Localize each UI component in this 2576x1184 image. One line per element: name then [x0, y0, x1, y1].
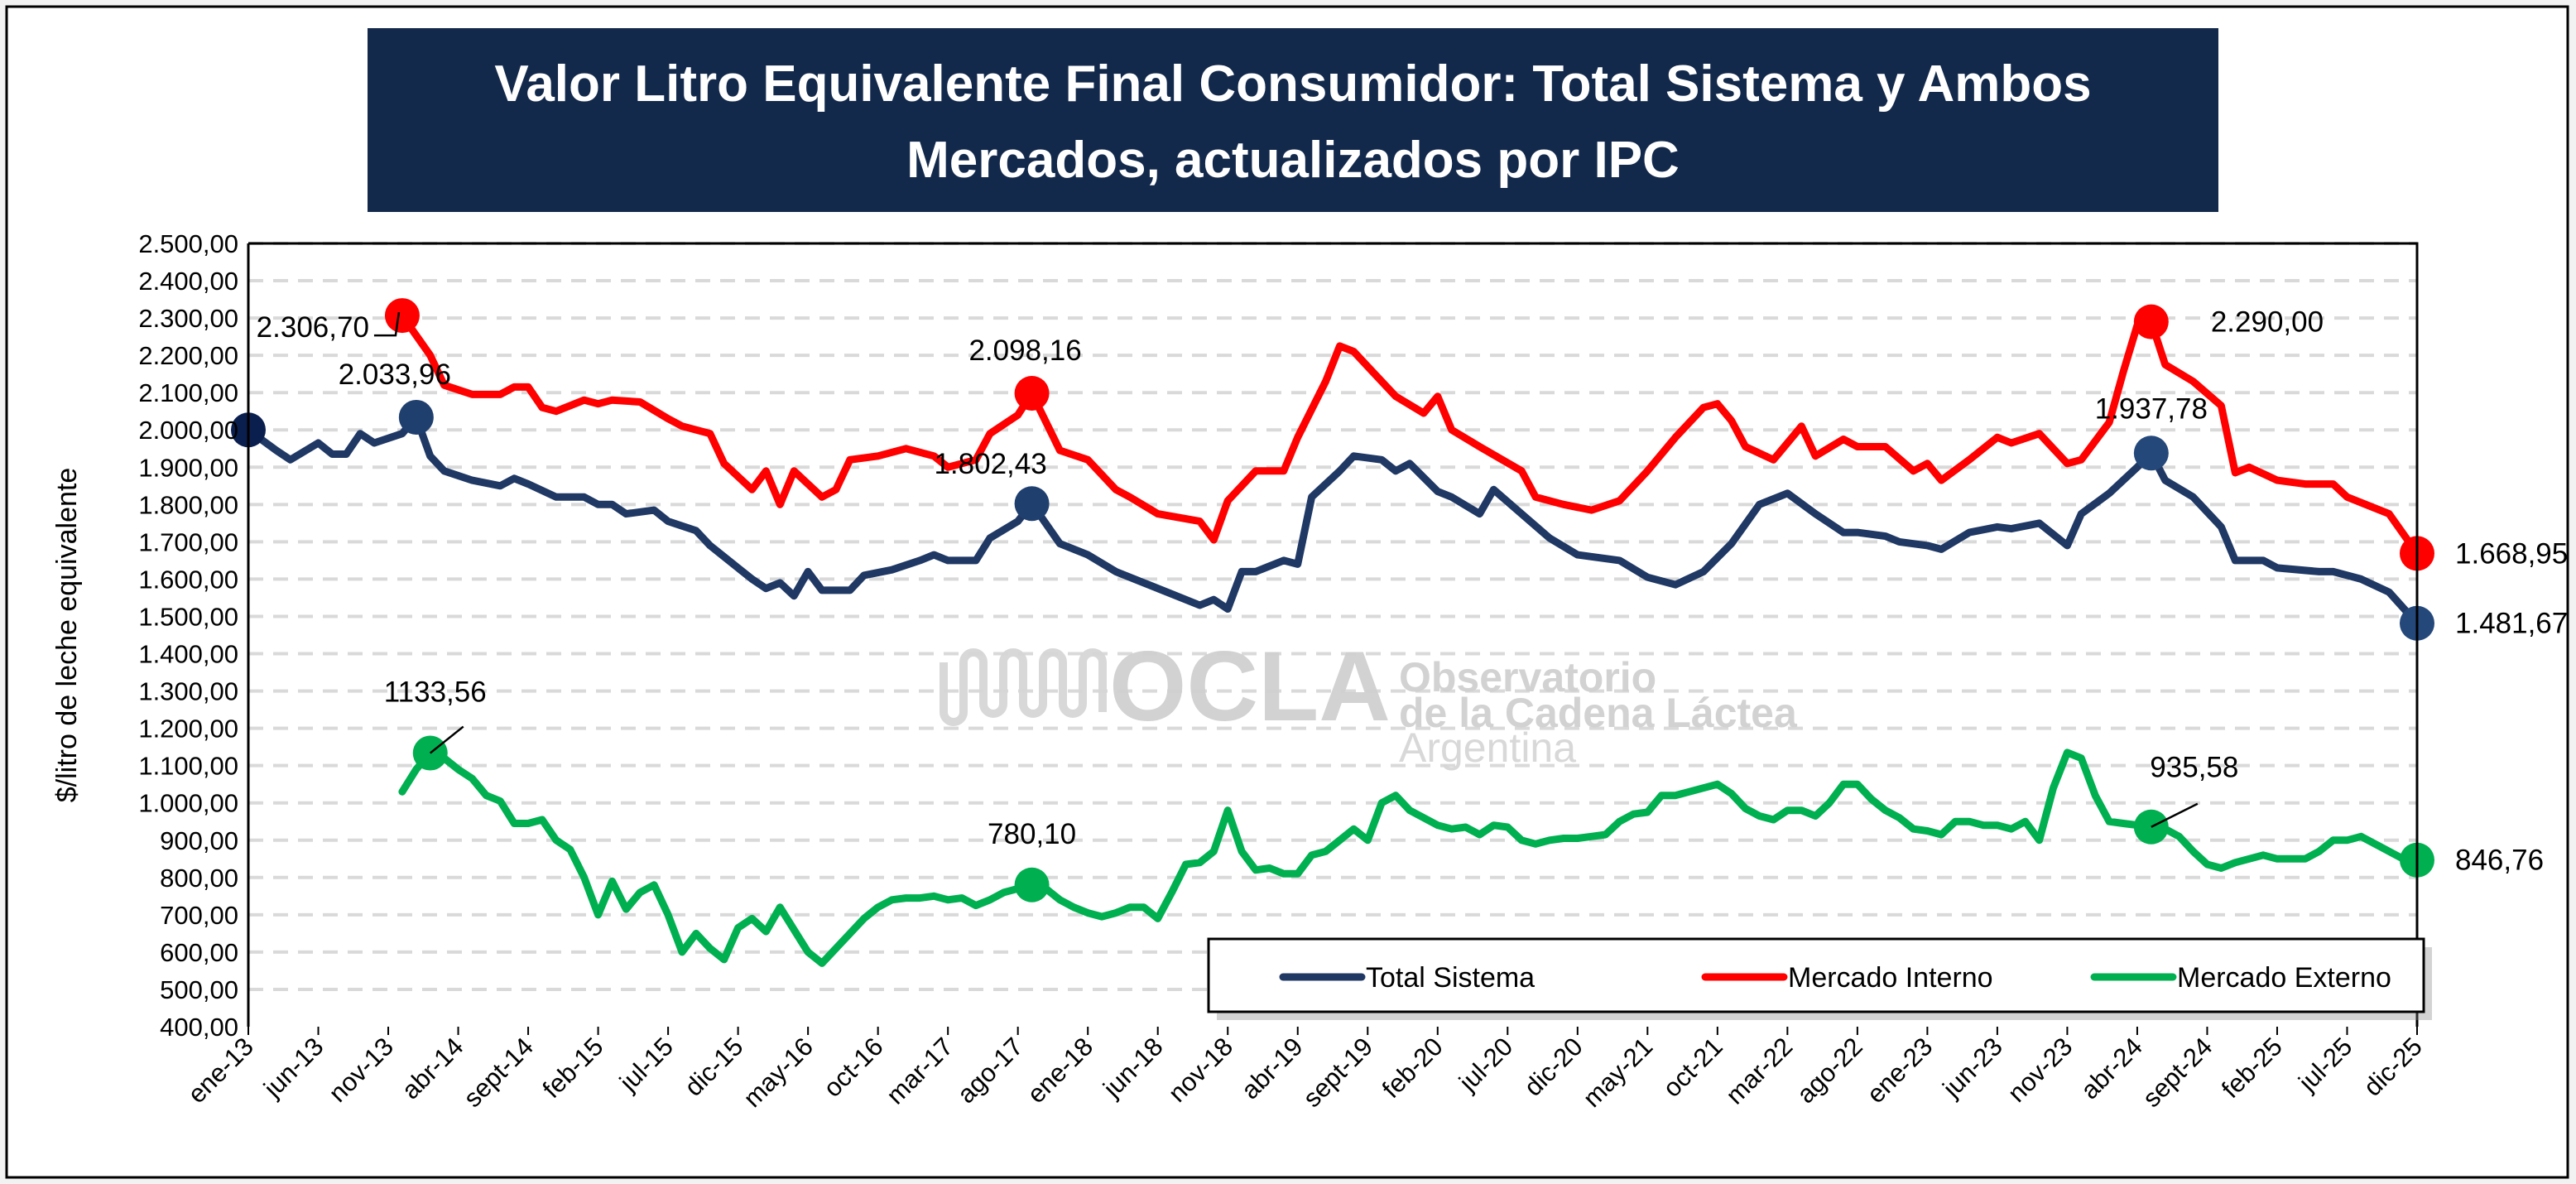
watermark-line3: Argentina	[1399, 724, 1576, 771]
data-label: 2.306,70	[257, 311, 369, 344]
y-tick-label: 1.700,00	[138, 527, 238, 556]
ocla-logo-icon	[940, 648, 1107, 726]
y-tick-label: 1.800,00	[138, 490, 238, 519]
data-label: 1.802,43	[934, 448, 1046, 480]
y-tick-label: 400,00	[160, 1013, 238, 1042]
y-tick-label: 700,00	[160, 901, 238, 930]
title-box	[368, 28, 2218, 212]
data-point-marker	[1014, 486, 1050, 522]
chart-title-line1: Valor Litro Equivalente Final Consumidor…	[494, 55, 2091, 113]
legend-label: Mercado Interno	[1788, 962, 1993, 994]
data-point-marker	[398, 399, 434, 435]
y-tick-label: 1.400,00	[138, 640, 238, 669]
y-tick-label: 2.400,00	[138, 267, 238, 296]
data-label: 1.668,95	[2455, 537, 2568, 570]
y-tick-label: 1.100,00	[138, 752, 238, 781]
y-axis-title: $/litro de leche equivalente	[51, 468, 83, 803]
data-point-marker	[2133, 436, 2169, 471]
y-tick-label: 2.300,00	[138, 304, 238, 333]
data-label: 1133,56	[384, 676, 487, 709]
leader-line	[429, 725, 464, 754]
data-point-marker	[1014, 867, 1050, 902]
y-tick-label: 1.300,00	[138, 677, 238, 706]
leader-line	[2151, 802, 2199, 828]
y-tick-label: 1.500,00	[138, 602, 238, 631]
y-tick-label: 2.200,00	[138, 341, 238, 370]
y-tick-label: 1.900,00	[138, 453, 238, 482]
data-label: 1.481,67	[2455, 608, 2568, 640]
annotations: 2.306,70 2.033,96 1133,56 2.098,16 1.802,43 7…	[231, 298, 2568, 902]
chart-title-line2: Mercados, actualizados por IPC	[906, 132, 1680, 189]
y-tick-label: 2.000,00	[138, 416, 238, 445]
legend-label: Total Sistema	[1366, 962, 1535, 994]
legend-label: Mercado Externo	[2177, 962, 2391, 994]
data-label: 780,10	[988, 818, 1076, 850]
data-label: 2.290,00	[2211, 306, 2324, 339]
data-label: 935,58	[2150, 752, 2238, 784]
data-point-marker	[384, 298, 420, 334]
y-tick-label: 1.200,00	[138, 715, 238, 744]
legend: Total Sistema Mercado Interno Mercado Exte…	[1207, 937, 2432, 1020]
gridlines	[248, 242, 2417, 991]
watermark-line2: de la Cadena Láctea	[1399, 690, 1798, 736]
legend-box	[1207, 937, 2425, 1013]
data-label: 1.937,78	[2095, 392, 2208, 425]
data-point-marker	[1014, 376, 1050, 412]
series-line-mercado-externo	[398, 748, 2421, 967]
y-tick-label: 1.000,00	[138, 789, 238, 818]
data-label: 2.033,96	[339, 359, 451, 391]
data-point-marker	[2133, 304, 2169, 339]
y-tick-label: 2.100,00	[138, 378, 238, 407]
watermark-logo-text: OCLA	[1109, 631, 1391, 742]
y-tick-label: 500,00	[160, 975, 238, 1004]
series-lines	[244, 311, 2421, 967]
y-tick-label: 1.600,00	[138, 565, 238, 594]
leader-line	[373, 311, 401, 337]
data-label: 846,76	[2455, 845, 2544, 877]
y-tick-label: 900,00	[160, 826, 238, 855]
watermark-line1: Observatorio	[1399, 654, 1656, 700]
plot-border	[247, 242, 2419, 1027]
series-line-mercado-interno	[398, 311, 2421, 557]
y-tick-label: 600,00	[160, 938, 238, 967]
y-axis-ticks: 400,00 500,00 600,00 700,00 800,00 900,00 1.00…	[138, 229, 238, 1042]
y-tick-label: 800,00	[160, 864, 238, 893]
data-label: 2.098,16	[968, 335, 1081, 367]
series-line-total-sistema	[244, 413, 2421, 628]
y-tick-label: 2.500,00	[138, 229, 238, 258]
watermark: OCLA Observatorio de la Cadena Láctea Ar…	[940, 631, 1798, 771]
